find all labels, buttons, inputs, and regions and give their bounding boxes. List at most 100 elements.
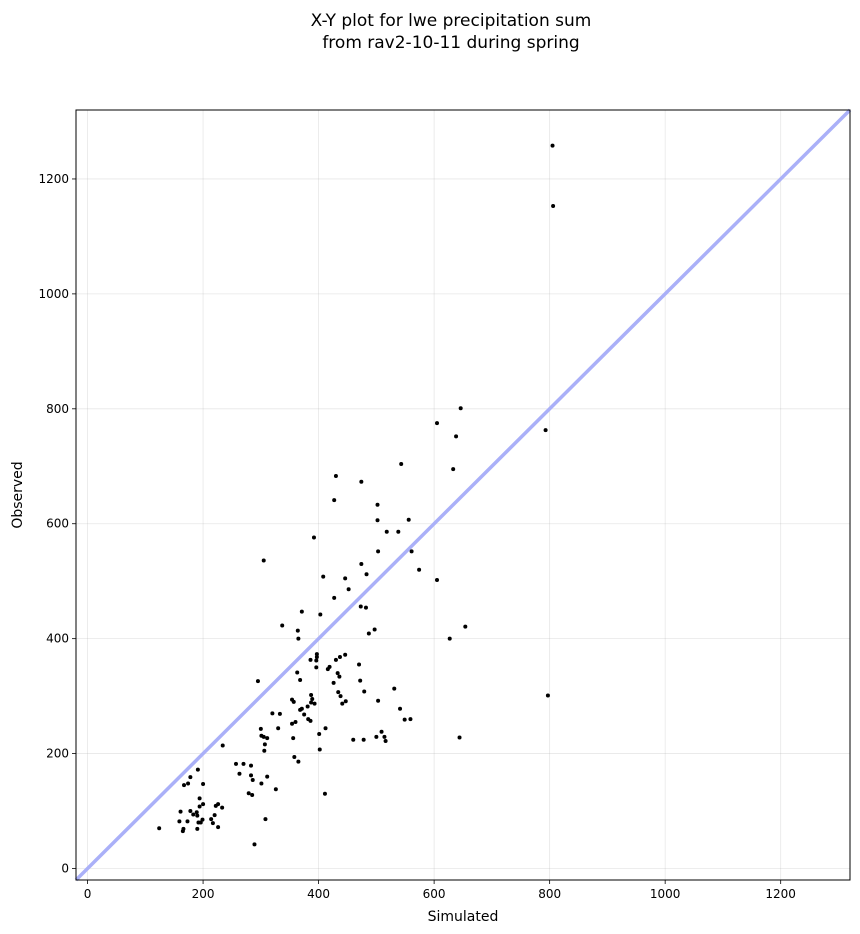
data-point [346, 587, 351, 592]
data-point [259, 733, 264, 738]
data-point [314, 658, 319, 663]
reference-line-layer [74, 108, 852, 882]
data-point [312, 701, 317, 706]
data-point [374, 734, 379, 739]
chart-title-line-2: from rav2-10-11 during spring [322, 33, 579, 53]
data-point [375, 518, 380, 523]
x-tick-label: 0 [84, 887, 92, 901]
chart-title-line-1: X-Y plot for lwe precipitation sum [311, 11, 592, 31]
data-point [280, 623, 285, 628]
data-point [308, 718, 313, 723]
data-point [463, 624, 468, 629]
data-point [372, 627, 377, 632]
data-point [298, 707, 303, 712]
x-axis-ticks: 0 200 400 600 800 1000 1200 [84, 880, 796, 901]
data-point [343, 699, 348, 704]
data-point [363, 605, 368, 610]
data-point [296, 636, 301, 641]
data-point [298, 678, 303, 683]
y-tick-label: 1000 [38, 287, 69, 301]
data-point [359, 561, 364, 566]
data-point [220, 743, 225, 748]
data-point [364, 572, 369, 577]
data-point [295, 670, 300, 675]
data-point [317, 747, 322, 752]
data-point [200, 817, 205, 822]
data-point [376, 549, 381, 554]
data-point [447, 636, 452, 641]
data-point [351, 737, 356, 742]
data-point [384, 529, 389, 534]
data-point [337, 674, 342, 679]
data-point [220, 805, 225, 810]
grid [76, 110, 850, 880]
data-point [333, 474, 338, 479]
data-point [188, 809, 193, 814]
data-point [292, 755, 297, 760]
data-point [457, 735, 462, 740]
x-tick-label: 400 [307, 887, 330, 901]
data-point [186, 781, 191, 786]
data-point [343, 652, 348, 657]
data-point [321, 574, 326, 579]
y-axis-ticks: 0 200 400 600 800 1000 1200 [38, 172, 76, 876]
data-point [402, 717, 407, 722]
data-point [406, 517, 411, 522]
data-point [265, 774, 270, 779]
data-points [157, 143, 556, 847]
data-point [310, 696, 315, 701]
data-point [550, 143, 555, 148]
data-point [551, 203, 556, 208]
data-point [396, 529, 401, 534]
data-point [392, 686, 397, 691]
data-point [265, 736, 270, 741]
data-point [299, 609, 304, 614]
data-point [332, 595, 337, 600]
data-point [290, 721, 295, 726]
data-point [305, 704, 310, 709]
data-point [325, 667, 330, 672]
x-tick-label: 800 [538, 887, 561, 901]
data-point [237, 771, 242, 776]
data-point [398, 706, 403, 711]
x-axis-label: Simulated [428, 909, 499, 925]
data-point [259, 781, 264, 786]
data-point [399, 461, 404, 466]
data-point [250, 778, 255, 783]
data-point [435, 578, 440, 583]
data-point [233, 761, 238, 766]
data-point [318, 612, 323, 617]
data-point [212, 813, 217, 818]
data-point [376, 698, 381, 703]
data-point [332, 498, 337, 503]
data-point [335, 671, 340, 676]
data-point [249, 763, 254, 768]
data-point [209, 817, 214, 822]
data-point [309, 700, 314, 705]
data-point [295, 628, 300, 633]
data-point [246, 791, 251, 796]
y-tick-label: 800 [46, 402, 69, 416]
data-point [197, 796, 202, 801]
data-point [255, 679, 260, 684]
data-point [323, 726, 328, 731]
data-point [249, 773, 254, 778]
y-tick-label: 1200 [38, 172, 69, 186]
data-point [458, 406, 463, 411]
data-point [201, 802, 206, 807]
y-tick-label: 0 [61, 862, 69, 876]
data-point [157, 826, 162, 831]
data-point [314, 655, 319, 660]
data-point [311, 535, 316, 540]
data-point [291, 699, 296, 704]
data-point [358, 678, 363, 683]
data-point [359, 479, 364, 484]
data-point [314, 665, 319, 670]
data-point [375, 502, 380, 507]
x-tick-label: 1200 [765, 887, 796, 901]
data-point [331, 680, 336, 685]
data-point [358, 604, 363, 609]
data-point [382, 734, 387, 739]
data-point [258, 726, 263, 731]
y-axis-label: Observed [10, 461, 26, 528]
